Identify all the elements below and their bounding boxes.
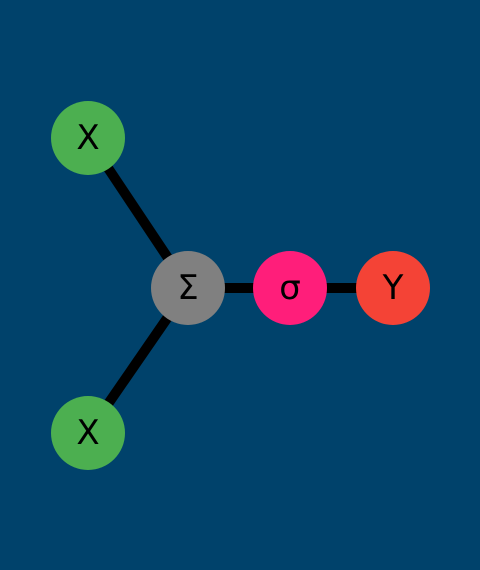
node-sum: Σ (151, 251, 225, 325)
node-x1: X (51, 101, 125, 175)
node-sigma-label: σ (279, 268, 301, 308)
node-x2-circle (51, 396, 125, 470)
node-y-label: Y (382, 268, 404, 308)
node-x2: X (51, 396, 125, 470)
node-sigma-circle (253, 251, 327, 325)
edges-layer (83, 135, 393, 436)
node-sum-circle (151, 251, 225, 325)
node-y: Y (356, 251, 430, 325)
node-x1-label: X (76, 118, 99, 158)
node-sum-label: Σ (177, 268, 198, 308)
node-x1-circle (51, 101, 125, 175)
node-y-circle (356, 251, 430, 325)
node-x2-label: X (76, 413, 99, 453)
node-sigma: σ (253, 251, 327, 325)
